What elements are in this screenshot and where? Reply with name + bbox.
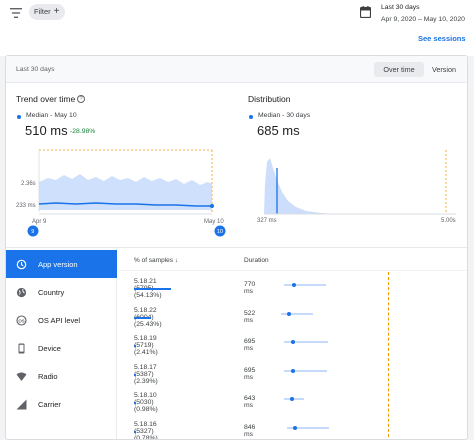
duration-column-header[interactable]: Duration <box>244 257 269 264</box>
range-handle-start <box>27 225 39 237</box>
distribution-median-label: Median - 30 days <box>258 112 311 119</box>
duration-median-dot <box>290 397 294 401</box>
version-label: 5.18.17 (5387) (2.39%) <box>134 363 158 385</box>
distribution-x-tick-end: 5.00s <box>441 218 456 224</box>
date-range-title[interactable]: Last 30 days <box>381 4 420 11</box>
see-sessions-link[interactable]: See sessions <box>418 34 466 43</box>
duration-median-dot <box>293 425 297 430</box>
sidebar-item-os-api-level[interactable]: OS OS API level <box>6 306 117 334</box>
trend-x-tick-end: May 10 <box>204 219 224 225</box>
tab-version[interactable]: Version <box>432 65 456 74</box>
version-label: 5.18.19 (5719) (2.41%) <box>134 335 158 356</box>
distribution-x-tick-start: 327 ms <box>257 218 277 224</box>
filter-chip[interactable]: Filter + <box>29 4 65 20</box>
duration-range-bar <box>284 284 326 286</box>
trend-last-point <box>210 204 214 208</box>
trend-median-line <box>38 202 212 207</box>
sidebar-item-radio[interactable]: Radio <box>6 362 117 390</box>
sample-share-bar <box>134 430 136 433</box>
duration-value: 522 ms <box>244 309 256 324</box>
sort-arrow-down-icon: ↓ <box>174 257 179 264</box>
range-handle-end-label: 10 <box>217 229 223 235</box>
card-header: Last 30 days Over time Version <box>6 56 467 83</box>
duration-median-dot <box>287 311 291 316</box>
samples-header-label: % of samples <box>134 257 174 264</box>
distribution-chart[interactable]: 327 ms 5.00s <box>246 144 467 232</box>
duration-value: 770 ms <box>244 281 256 295</box>
sidebar-item-device[interactable]: Device <box>6 334 117 362</box>
sidebar-item-label: Carrier <box>38 399 61 409</box>
metric-card: Last 30 days Over time Version Trend ove… <box>5 55 468 440</box>
carrier-icon <box>15 398 27 410</box>
duration-range-bar <box>284 341 328 343</box>
duration-range-bar <box>284 369 327 372</box>
svg-text:OS: OS <box>18 318 24 323</box>
distribution-title: Distribution <box>248 94 291 104</box>
header-divider <box>118 270 467 271</box>
duration-range-bar <box>287 426 329 429</box>
duration-value: 643 ms <box>244 395 256 409</box>
sidebar-item-label: Radio <box>38 371 58 381</box>
history-icon <box>15 258 27 270</box>
duration-range-bar <box>284 398 304 400</box>
duration-value: 695 ms <box>244 366 256 381</box>
duration-median-dot <box>291 340 295 344</box>
trend-median-label: Median - May 10 <box>26 112 77 119</box>
sample-share-bar <box>134 373 136 376</box>
period-label: Last 30 days <box>16 66 55 73</box>
calendar-icon[interactable] <box>360 6 371 18</box>
distribution-area <box>264 158 336 214</box>
range-handle-end <box>214 225 226 237</box>
sample-share-bar <box>134 402 136 404</box>
trend-median-value: 510 ms <box>25 123 68 138</box>
trend-x-tick-start: Apr 9 <box>32 219 47 225</box>
date-range-value[interactable]: Apr 9, 2020 – May 10, 2020 <box>381 16 465 23</box>
filter-list-icon[interactable] <box>10 8 22 18</box>
trend-change: -28.98% <box>70 128 96 135</box>
trend-chart[interactable]: 2.36s 233 ms Apr 9 May 10 9 10 <box>6 144 236 240</box>
samples-column-header[interactable]: % of samples ↓ <box>134 257 178 264</box>
duration-median-dot <box>291 368 295 373</box>
signal-icon <box>15 370 27 382</box>
trend-band-area <box>39 174 212 210</box>
dimension-sidebar: App version Country OS OS API level <box>6 248 117 439</box>
sample-share-bar <box>134 345 136 347</box>
median-dot-icon <box>17 115 21 119</box>
tab-over-time[interactable]: Over time <box>374 62 424 77</box>
version-label: 5.18.10 (5030) (0.98%) <box>134 392 158 413</box>
help-icon[interactable]: ? <box>77 95 85 103</box>
trend-y-tick-upper: 2.36s <box>21 181 36 187</box>
trend-y-tick-lower: 233 ms <box>16 203 36 209</box>
sidebar-item-app-version[interactable]: App version <box>6 250 117 278</box>
filter-chip-label: Filter <box>34 7 51 16</box>
sidebar-item-label: Device <box>38 343 61 353</box>
duration-value: 846 ms <box>244 423 256 438</box>
sample-share-bar <box>134 316 152 319</box>
duration-range-bar <box>281 312 313 315</box>
phone-icon <box>15 342 27 354</box>
add-filter-icon: + <box>53 6 60 17</box>
top-bar: Filter + Last 30 days Apr 9, 2020 – May … <box>0 0 474 56</box>
sidebar-item-carrier[interactable]: Carrier <box>6 390 117 418</box>
distribution-dot-icon <box>249 115 253 119</box>
duration-median-dot <box>292 283 296 287</box>
sidebar-item-label: OS API level <box>38 315 81 325</box>
breakdown-panel: App version Country OS OS API level <box>6 247 467 440</box>
trend-title: Trend over time <box>16 94 76 104</box>
sample-share-bar <box>134 288 171 290</box>
sidebar-item-country[interactable]: Country <box>6 278 117 306</box>
version-label: 5.18.16 (5327) (0.78%) <box>134 420 158 440</box>
globe-icon <box>15 286 27 298</box>
sidebar-item-label: Country <box>38 287 65 297</box>
duration-value: 695 ms <box>244 338 256 352</box>
os-icon: OS <box>15 314 27 326</box>
sidebar-item-label: App version <box>38 259 78 269</box>
range-handle-start-label: 9 <box>31 229 34 235</box>
distribution-median-value: 685 ms <box>257 123 300 138</box>
duration-threshold-line <box>388 272 389 439</box>
